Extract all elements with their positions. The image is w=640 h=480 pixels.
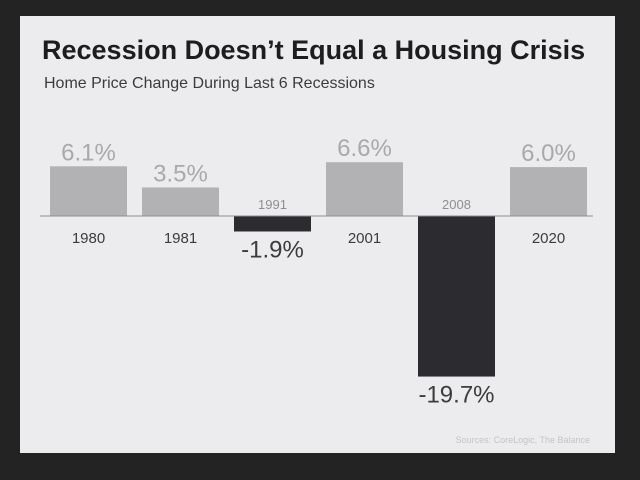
value-label-2008: -19.7% bbox=[418, 382, 494, 409]
bar-2001 bbox=[326, 162, 403, 216]
chart-title: Recession Doesn’t Equal a Housing Crisis bbox=[42, 35, 586, 65]
bar-1991 bbox=[234, 216, 311, 232]
value-label-1981: 3.5% bbox=[153, 160, 208, 187]
bar-chart: 6.1% 1980 3.5% 1981 -1.9% 1991 6.6% 2001 -19.7% 2… bbox=[40, 135, 593, 409]
value-label-1991: -1.9% bbox=[241, 236, 304, 263]
bar-1980 bbox=[50, 166, 127, 216]
bar-2020 bbox=[510, 167, 587, 216]
bar-2008 bbox=[418, 216, 495, 377]
value-label-2001: 6.6% bbox=[337, 135, 392, 162]
category-label-1981: 1981 bbox=[164, 230, 197, 247]
category-label-2008: 2008 bbox=[442, 197, 471, 212]
chart-card: Recession Doesn’t Equal a Housing Crisis… bbox=[20, 16, 615, 453]
category-label-2001: 2001 bbox=[348, 230, 381, 247]
category-label-2020: 2020 bbox=[532, 230, 565, 247]
value-label-2020: 6.0% bbox=[521, 140, 576, 167]
category-label-1980: 1980 bbox=[72, 230, 105, 247]
chart-subtitle: Home Price Change During Last 6 Recessio… bbox=[44, 75, 375, 92]
category-label-1991: 1991 bbox=[258, 197, 287, 212]
value-label-1980: 6.1% bbox=[61, 139, 116, 166]
bar-1981 bbox=[142, 187, 219, 216]
source-note: Sources: CoreLogic, The Balance bbox=[455, 435, 590, 445]
